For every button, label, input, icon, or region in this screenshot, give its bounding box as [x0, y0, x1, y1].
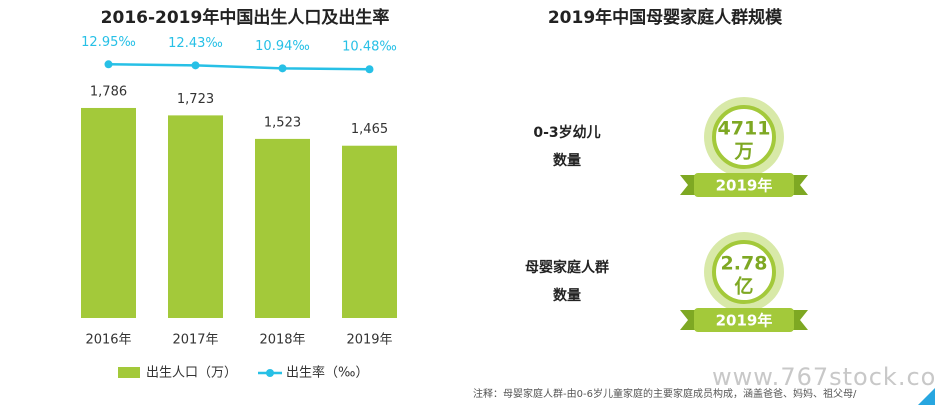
rate-value-label: 10.48‰	[342, 40, 397, 55]
badge-unit: 亿	[734, 275, 753, 298]
bar	[342, 145, 397, 318]
legend-swatch	[118, 367, 140, 378]
x-tick-label: 2016年	[85, 333, 131, 348]
x-tick-label: 2017年	[172, 333, 218, 348]
badge-inner	[712, 105, 776, 169]
badge-value: 2.78	[721, 253, 768, 275]
legend-swatch-point	[266, 369, 274, 377]
rate-point	[278, 64, 287, 73]
infographic-title: 2019年中国母婴家庭人群规模	[548, 7, 783, 28]
legend-label: 出生率（‰）	[286, 365, 368, 381]
badge-inner	[712, 240, 776, 304]
watermark: www.767stock.com	[712, 363, 935, 391]
rate-value-label: 12.95‰	[81, 35, 136, 50]
rate-point	[191, 61, 200, 70]
bar-value-label: 1,523	[264, 115, 301, 130]
bar	[81, 107, 136, 318]
rate-point	[365, 65, 374, 74]
corner-decoration	[918, 388, 935, 405]
ribbon	[694, 173, 794, 197]
item-label: 母婴家庭人群	[525, 259, 609, 276]
rate-line	[108, 63, 370, 71]
ribbon-year: 2019年	[716, 312, 773, 330]
ribbon-year: 2019年	[716, 177, 773, 195]
rate-value-label: 10.94‰	[255, 39, 310, 54]
badge-value: 4711	[718, 118, 771, 140]
item-label: 数量	[553, 152, 581, 169]
x-tick-label: 2018年	[259, 333, 305, 348]
chart-title: 2016-2019年中国出生人口及出生率	[101, 7, 390, 28]
rate-point	[104, 60, 113, 69]
x-tick-label: 2019年	[346, 333, 392, 348]
legend-label: 出生人口（万）	[146, 366, 237, 381]
rate-value-label: 12.43‰	[168, 36, 223, 51]
bar	[255, 138, 310, 318]
ribbon	[694, 308, 794, 332]
footnote: 注释：母婴家庭人群-由0-6岁儿童家庭的主要家庭成员构成，涵盖爸爸、妈妈、祖父母…	[473, 387, 857, 400]
bar-value-label: 1,723	[177, 92, 214, 107]
bar	[168, 115, 223, 318]
bar-value-label: 1,786	[90, 84, 127, 99]
item-label: 0-3岁幼儿	[533, 124, 600, 141]
item-label: 数量	[553, 287, 581, 304]
bar-value-label: 1,465	[351, 122, 388, 137]
badge-unit: 万	[733, 141, 753, 163]
